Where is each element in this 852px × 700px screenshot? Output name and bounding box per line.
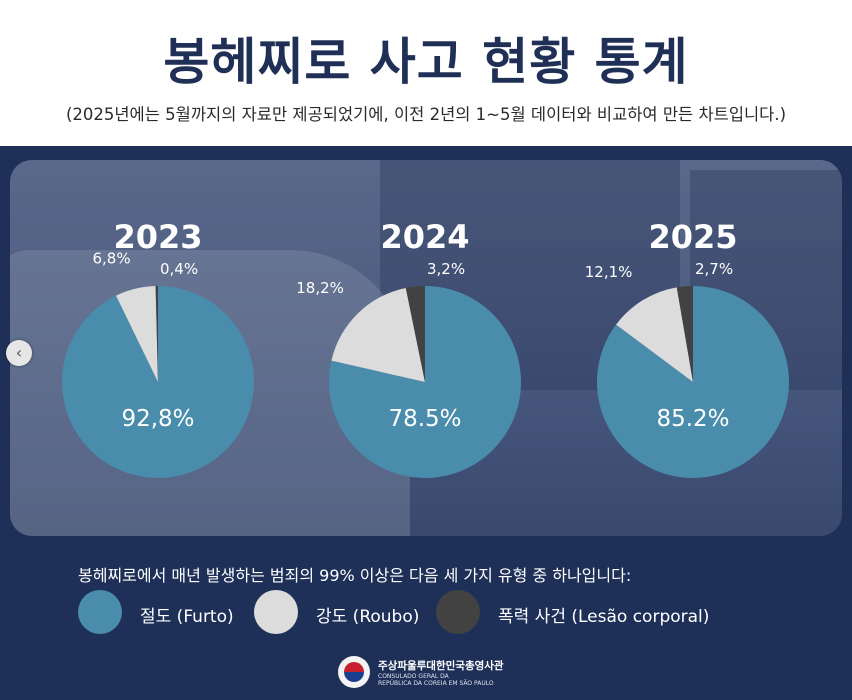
legend-label-furto: 절도 (Furto) [140,607,234,627]
pie-label-furto-2025: 85.2% [656,406,729,432]
pie-slice-lesao-2025 [676,286,693,382]
pie-label-furto-2024: 78.5% [388,406,461,432]
legend-label-lesao: 폭력 사건 (Lesão corporal) [498,607,710,627]
pie-title-2024: 2024 [380,218,469,256]
pie-label-roubo-2023: 6,8% [92,249,130,267]
pie-charts: 2023 92,8% 6,8% 0,4% 2024 78.5% 18,2% 3,2% 2025 8… [62,218,789,478]
pie-label-furto-2023: 92,8% [121,406,194,432]
consulate-seal-icon [338,656,370,688]
legend-swatch-lesao [436,590,480,634]
pie-slice-roubo-2024 [331,287,425,382]
pie-label-lesao-2023: 0,4% [160,260,198,278]
pie-title-2025: 2025 [648,218,737,256]
pie-label-roubo-2025: 12,1% [585,263,633,281]
legend-swatch-roubo [254,590,298,634]
legend-label-roubo: 강도 (Roubo) [316,607,420,627]
pie-label-lesao-2024: 3,2% [427,260,465,278]
crime-note: 봉헤찌로에서 매년 발생하는 범죄의 99% 이상은 다음 세 가지 유형 중 … [78,566,632,585]
pie-slice-lesao-2024 [405,286,425,382]
consulate-name-pt: CONSULADO GERAL DA REPÚBLICA DA COREIA E… [378,673,494,687]
page-subtitle: (2025년에는 5월까지의 자료만 제공되었기에, 이전 2년의 1~5월 데… [65,105,787,124]
pie-label-lesao-2025: 2,7% [695,260,733,278]
legend-swatch-furto [78,590,122,634]
pie-title-2023: 2023 [113,218,202,256]
prev-slide-button[interactable]: ‹ [6,340,32,366]
chevron-left-icon: ‹ [15,343,23,362]
consulate-name-ko: 주상파울루대한민국총영사관 [378,660,504,672]
pie-label-roubo-2024: 18,2% [296,279,344,297]
page-title: 봉헤찌로 사고 현황 통계 [163,33,689,91]
pie-slice-roubo-2023 [116,286,158,382]
pie-slice-roubo-2025 [616,287,693,382]
pie-slice-furto-2025 [596,286,789,478]
consulate-logo: 주상파울루대한민국총영사관 CONSULADO GERAL DA REPÚBLI… [338,654,538,694]
pie-slice-furto-2024 [329,286,522,478]
pie-slice-lesao-2023 [155,286,158,382]
pie-slice-furto-2023 [62,286,255,478]
